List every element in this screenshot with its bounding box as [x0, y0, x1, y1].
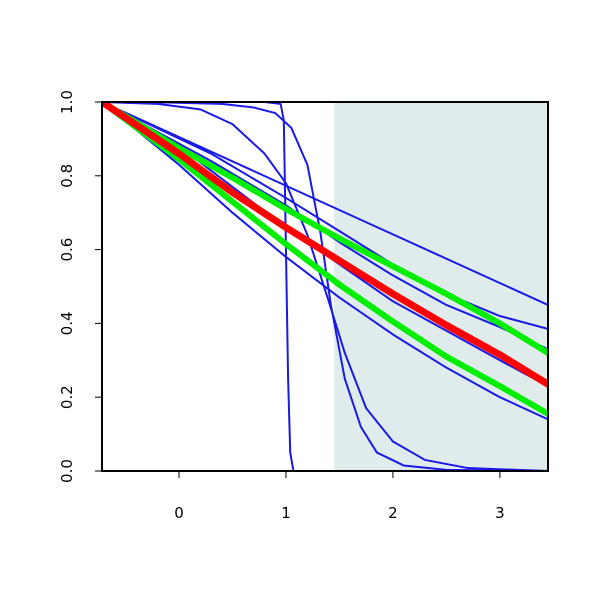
x-tick-label: 3: [495, 504, 505, 522]
series-line-9: [102, 102, 548, 356]
y-axis: 0.0 0.2 0.4 0.6 0.8 1.0: [58, 90, 102, 483]
y-tick-label: 0.0: [58, 459, 76, 483]
x-tick-label: 2: [388, 504, 398, 522]
y-tick-label: 0.8: [58, 164, 76, 188]
y-tick-label: 1.0: [58, 90, 76, 114]
y-tick-label: 0.6: [58, 238, 76, 262]
x-tick-label: 1: [281, 504, 291, 522]
series-line-10: [102, 102, 548, 417]
series-line-4: [102, 102, 548, 306]
x-axis: 0 1 2 3: [174, 471, 505, 522]
series-line-11: [102, 102, 548, 388]
series-line-5: [102, 102, 548, 330]
shaded-region: [334, 102, 548, 471]
y-tick-label: 0.2: [58, 385, 76, 409]
y-tick-label: 0.4: [58, 311, 76, 335]
series-line-8: [102, 102, 548, 421]
x-tick-label: 0: [174, 504, 184, 522]
series-line-6: [102, 102, 548, 351]
plot-frame: [101, 101, 549, 472]
